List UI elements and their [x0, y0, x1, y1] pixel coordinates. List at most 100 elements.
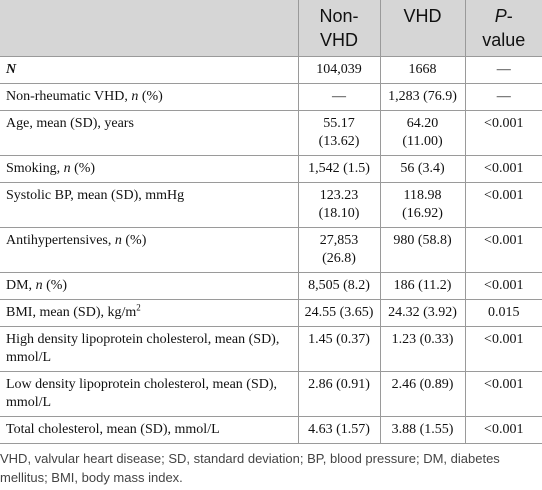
cell-text: <0.001 — [484, 116, 524, 131]
cell-text: VHD — [403, 6, 442, 26]
cell-text: <0.001 — [484, 332, 524, 347]
cell-text: n — [63, 161, 71, 176]
cell-text: 1.45 (0.37) — [308, 332, 370, 347]
cell-text: 27,853 (26.8) — [319, 233, 359, 266]
value-cell: 1.45 (0.37) — [297, 326, 381, 372]
table-row: Non-rheumatic VHD, n (%) — 1,283 (76.9) — — [0, 83, 542, 111]
header-cell: Non-VHD — [297, 0, 381, 57]
cell-text: 55.17 (13.62) — [318, 116, 360, 149]
header-cell — [0, 0, 299, 57]
label-cell: BMI, mean (SD), kg/m2 — [0, 299, 299, 327]
cell-text: P — [494, 6, 507, 26]
value-cell: 2.86 (0.91) — [297, 371, 381, 417]
table-row: Smoking, n (%) 1,542 (1.5) 56 (3.4) <0.001 — [0, 155, 542, 183]
cell-text: 104,039 — [316, 62, 362, 77]
footnote: VHD, valvular heart disease; SD, standar… — [0, 451, 500, 485]
cell-text: 56 (3.4) — [400, 161, 445, 176]
label-cell: Low density lipoprotein cholesterol, mea… — [0, 371, 299, 417]
value-cell: 24.55 (3.65) — [297, 299, 381, 327]
cell-text: (%) — [121, 233, 147, 248]
cell-text: 8,505 (8.2) — [308, 278, 370, 293]
cell-text: Systolic BP, mean (SD), mmHg — [6, 188, 185, 203]
table-row: BMI, mean (SD), kg/m2 24.55 (3.65) 24.32 (… — [0, 299, 542, 327]
value-cell: 186 (11.2) — [379, 272, 466, 300]
value-cell: 56 (3.4) — [379, 155, 466, 183]
label-cell: Antihypertensives, n (%) — [0, 227, 299, 273]
cell-text: n — [114, 233, 122, 248]
value-cell: 4.63 (1.57) — [297, 416, 381, 444]
header-cell: P-value — [464, 0, 542, 57]
cell-text: Low density lipoprotein cholesterol, mea… — [6, 377, 277, 410]
value-cell: — — [464, 56, 542, 84]
cell-text: n — [35, 278, 43, 293]
value-cell: <0.001 — [464, 110, 542, 156]
value-cell: 123.23 (18.10) — [297, 182, 381, 228]
table-row: Antihypertensives, n (%) 27,853 (26.8) 980… — [0, 227, 542, 273]
value-cell: 1.23 (0.33) — [379, 326, 466, 372]
cell-text: 4.63 (1.57) — [308, 422, 370, 437]
value-cell: 55.17 (13.62) — [297, 110, 381, 156]
value-cell: 1668 — [379, 56, 466, 84]
value-cell: <0.001 — [464, 371, 542, 417]
cell-text: (%) — [70, 161, 96, 176]
cell-text: Non-rheumatic VHD, — [6, 89, 132, 104]
label-cell: Total cholesterol, mean (SD), mmol/L — [0, 416, 299, 444]
cell-text: -value — [482, 6, 526, 50]
value-cell: 0.015 — [464, 299, 542, 327]
value-cell: <0.001 — [464, 182, 542, 228]
value-cell: — — [464, 83, 542, 111]
value-cell: 104,039 — [297, 56, 381, 84]
cell-text: 123.23 (18.10) — [318, 188, 360, 221]
label-cell: DM, n (%) — [0, 272, 299, 300]
cell-text: Age, mean (SD), years — [6, 116, 134, 131]
cell-text: — — [496, 62, 511, 77]
data-table: Non-VHD VHD P-value N 104,039 1668— Non-rheum… — [0, 0, 542, 444]
table-row: Total cholesterol, mean (SD), mmol/L 4.63… — [0, 416, 542, 444]
table-row: Systolic BP, mean (SD), mmHg 123.23 (18.1… — [0, 182, 542, 228]
cell-text: BMI, mean (SD), kg/m — [6, 305, 137, 320]
label-cell: High density lipoprotein cholesterol, me… — [0, 326, 299, 372]
cell-text: N — [6, 62, 17, 77]
label-cell: Systolic BP, mean (SD), mmHg — [0, 182, 299, 228]
value-cell: 2.46 (0.89) — [379, 371, 466, 417]
cell-text: <0.001 — [484, 422, 524, 437]
cell-text: Total cholesterol, mean (SD), mmol/L — [6, 422, 220, 437]
cell-text: 1.23 (0.33) — [391, 332, 454, 347]
value-cell: 118.98 (16.92) — [379, 182, 466, 228]
label-cell: Age, mean (SD), years — [0, 110, 299, 156]
table-body: N 104,039 1668 — Non-rheumatic VHD, n (%) — 1,… — [0, 56, 542, 444]
cell-text: <0.001 — [484, 233, 524, 248]
cell-text: Antihypertensives, — [6, 233, 115, 248]
value-cell: 8,505 (8.2) — [297, 272, 381, 300]
table-row: N 104,039 1668 — — [0, 56, 542, 84]
value-cell: 3.88 (1.55) — [379, 416, 466, 444]
cell-text: Smoking, — [6, 161, 64, 176]
label-cell: Non-rheumatic VHD, n (%) — [0, 83, 299, 111]
cell-text: <0.001 — [484, 161, 524, 176]
cell-text: DM, — [6, 278, 36, 293]
value-cell: <0.001 — [464, 272, 542, 300]
value-cell: 980 (58.8) — [379, 227, 466, 273]
cell-text: 186 (11.2) — [393, 278, 452, 293]
header-cell: VHD — [379, 0, 466, 57]
table-row: Low density lipoprotein cholesterol, mea… — [0, 371, 542, 417]
cell-text: 2.86 (0.91) — [308, 377, 370, 392]
cell-text: 118.98 (16.92) — [402, 188, 443, 221]
cell-text: High density lipoprotein cholesterol, me… — [6, 332, 280, 365]
label-cell: Smoking, n (%) — [0, 155, 299, 183]
cell-text: 0.015 — [488, 305, 520, 320]
value-cell: 24.32 (3.92) — [379, 299, 466, 327]
label-cell: N — [0, 56, 299, 84]
cell-text: 24.55 (3.65) — [304, 305, 374, 320]
cell-text: (%) — [42, 278, 68, 293]
value-cell: 1,542 (1.5) — [297, 155, 381, 183]
cell-text: 980 (58.8) — [393, 233, 452, 248]
cell-text: 3.88 (1.55) — [391, 422, 454, 437]
value-cell: 64.20 (11.00) — [379, 110, 466, 156]
value-cell: 1,283 (76.9) — [379, 83, 466, 111]
value-cell: <0.001 — [464, 155, 542, 183]
cell-text: (%) — [138, 89, 163, 104]
table-row: Age, mean (SD), years 55.17 (13.62) 64.20 … — [0, 110, 542, 156]
table-row: DM, n (%) 8,505 (8.2) 186 (11.2) <0.001 — [0, 272, 542, 300]
